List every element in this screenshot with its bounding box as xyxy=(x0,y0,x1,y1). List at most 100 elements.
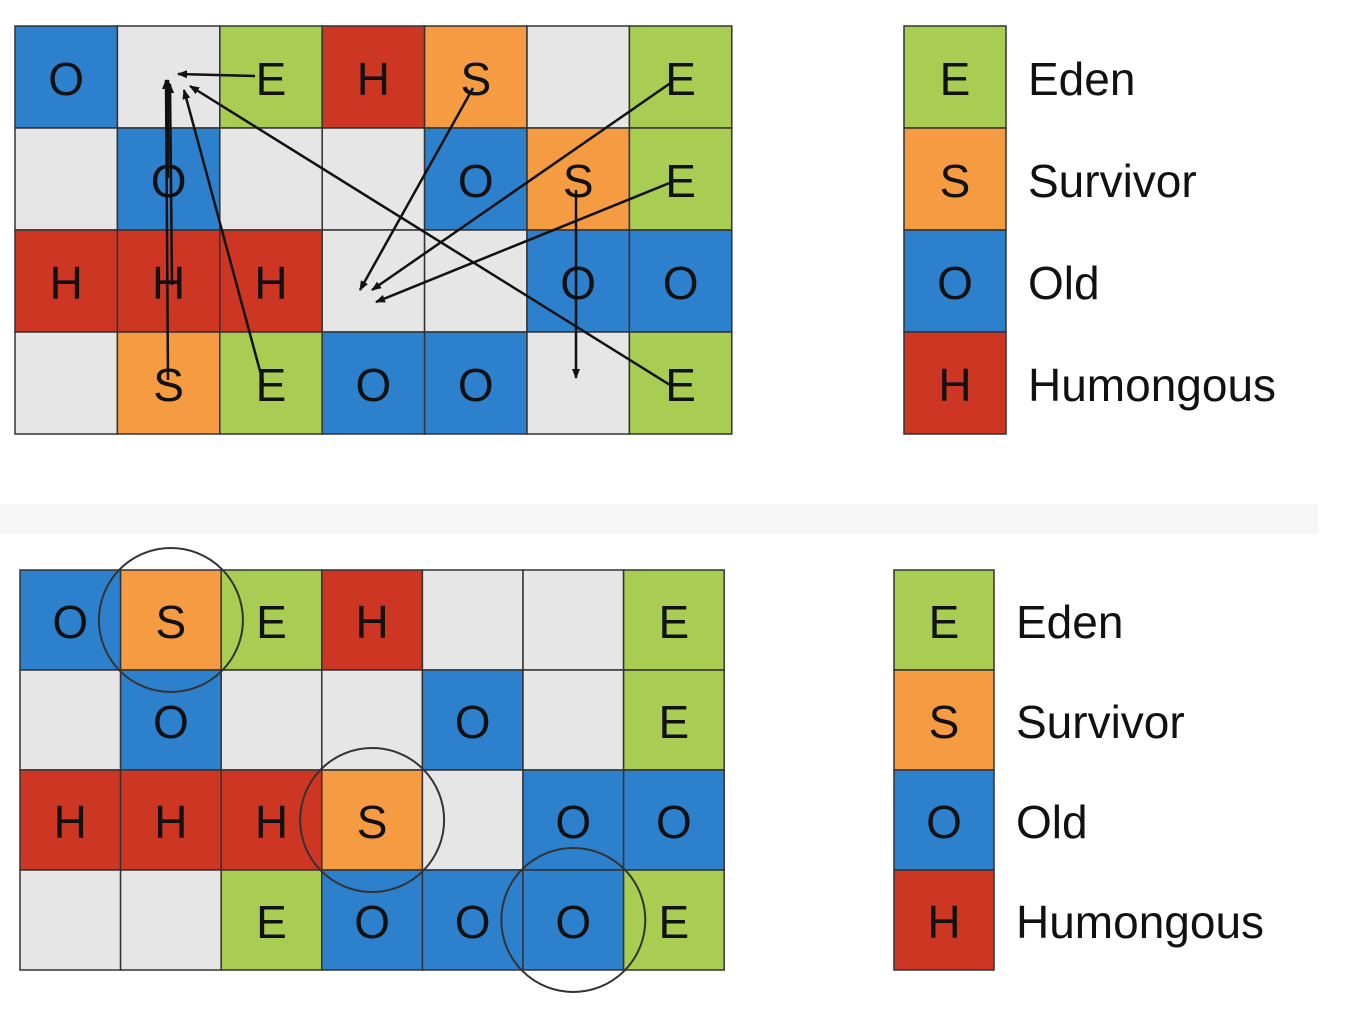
before-region-eden xyxy=(628,25,733,129)
before-region-letter: O xyxy=(458,359,494,411)
before-region-letter: O xyxy=(560,257,596,309)
evacuated-region-highlights xyxy=(97,547,647,993)
before-region-eden xyxy=(219,331,323,435)
before-region-old xyxy=(14,25,119,129)
after-region-letter: E xyxy=(256,896,287,948)
after-region-letter: E xyxy=(659,896,690,948)
after-region-free xyxy=(421,569,524,671)
legend-label-survivor: Survivor xyxy=(1016,696,1185,748)
before-region-letter: O xyxy=(356,359,392,411)
after-region-old xyxy=(421,669,524,771)
before-region-letter: S xyxy=(460,53,491,105)
legend-label-humongous: Humongous xyxy=(1016,896,1264,948)
evacuation-arrow xyxy=(371,80,673,292)
evacuation-arrows xyxy=(162,70,673,387)
before-region-letter: E xyxy=(665,359,696,411)
after-region-free xyxy=(220,669,323,771)
after-legend: E Eden S Survivor O Old H Humongous xyxy=(893,569,1264,971)
after-region-letter: E xyxy=(256,596,287,648)
legend-swatch-letter: H xyxy=(927,896,960,948)
after-region-old xyxy=(622,769,725,871)
after-region-eden xyxy=(622,869,725,971)
before-region-free xyxy=(526,331,631,435)
before-region-free xyxy=(526,25,631,129)
after-region-letter: E xyxy=(659,696,690,748)
legend-swatch-eden xyxy=(893,569,995,671)
legend-swatch-letter: O xyxy=(937,257,973,309)
before-region-grid: OEHSEOOSEHHHOOSEOOE xyxy=(14,25,733,435)
after-collection-panel: O S E H E O O E H H H S O O E O O O E E Eden S Survivor O Old H Hu… xyxy=(0,500,1348,1000)
before-region-free xyxy=(14,127,119,231)
after-region-eden xyxy=(622,569,725,671)
before-region-letter: E xyxy=(665,155,696,207)
after-region-survivor xyxy=(321,769,424,871)
before-region-letter: O xyxy=(458,155,494,207)
legend-swatch-survivor xyxy=(893,669,995,771)
evacuation-arrow xyxy=(177,70,256,79)
after-region-letter: H xyxy=(355,596,388,648)
after-region-humongous xyxy=(19,769,122,871)
legend-swatch-humongous xyxy=(893,869,995,971)
before-legend: E Eden S Survivor O Old H Humongous xyxy=(903,25,1276,435)
after-region-letter: O xyxy=(455,896,491,948)
legend-label-old: Old xyxy=(1016,796,1088,848)
before-region-free xyxy=(219,127,323,231)
before-region-humongous xyxy=(321,25,426,129)
after-region-letter: O xyxy=(354,896,390,948)
after-region-letter: H xyxy=(154,796,187,848)
before-region-letter: E xyxy=(256,359,287,411)
after-region-letter: H xyxy=(54,796,87,848)
after-region-free xyxy=(119,869,222,971)
legend-label-humongous: Humongous xyxy=(1028,359,1276,411)
evacuation-arrow xyxy=(375,180,673,304)
before-region-letter: H xyxy=(50,257,83,309)
evacuation-arrow xyxy=(358,87,475,291)
evacuation-arrow xyxy=(189,84,671,387)
legend-label-old: Old xyxy=(1028,257,1100,309)
legend-swatch-letter: E xyxy=(940,53,971,105)
legend-swatch-letter: S xyxy=(940,155,971,207)
before-region-free xyxy=(423,229,528,333)
after-region-old xyxy=(19,569,122,671)
evacuation-arrow xyxy=(166,83,175,286)
after-region-free xyxy=(522,569,625,671)
highlight-circle xyxy=(97,547,244,693)
after-region-letter: O xyxy=(555,796,591,848)
after-region-free xyxy=(19,869,122,971)
after-region-letter: O xyxy=(153,696,189,748)
after-region-letter: S xyxy=(357,796,388,848)
after-region-grid: O S E H EO O EH H H S O OE O O O E xyxy=(19,569,725,971)
before-heap-diagram: OEHSEOOSEHHHOOSEOOEEEdenSSurvivorOOldHHu… xyxy=(14,25,1276,435)
after-region-free xyxy=(19,669,122,771)
legend-label-eden: Eden xyxy=(1016,596,1123,648)
after-region-letter: H xyxy=(255,796,288,848)
after-region-free xyxy=(321,669,424,771)
legend-swatch-letter: O xyxy=(926,796,962,848)
legend-swatch-eden xyxy=(903,25,1007,129)
after-region-humongous xyxy=(321,569,424,671)
before-region-old xyxy=(628,229,733,333)
after-region-eden xyxy=(622,669,725,771)
before-region-letter: H xyxy=(254,257,287,309)
legend-swatch-letter: E xyxy=(929,596,960,648)
after-region-letter: O xyxy=(52,596,88,648)
legend-swatch-old xyxy=(903,229,1007,333)
before-region-letter: E xyxy=(256,53,287,105)
before-region-free xyxy=(321,229,426,333)
legend-swatch-humongous xyxy=(903,331,1007,435)
after-region-old xyxy=(522,769,625,871)
evacuation-arrow xyxy=(182,89,265,383)
after-region-old xyxy=(321,869,424,971)
after-region-old xyxy=(421,869,524,971)
after-region-letter: S xyxy=(156,596,187,648)
legend-label-eden: Eden xyxy=(1028,53,1135,105)
before-region-letter: E xyxy=(665,53,696,105)
after-region-letter: O xyxy=(555,896,591,948)
before-region-letter: O xyxy=(48,53,84,105)
after-region-letter: O xyxy=(455,696,491,748)
before-region-letter: H xyxy=(357,53,390,105)
after-region-free xyxy=(421,769,524,871)
highlight-circle xyxy=(299,747,446,893)
after-region-old xyxy=(522,869,625,971)
legend-swatch-letter: S xyxy=(929,696,960,748)
